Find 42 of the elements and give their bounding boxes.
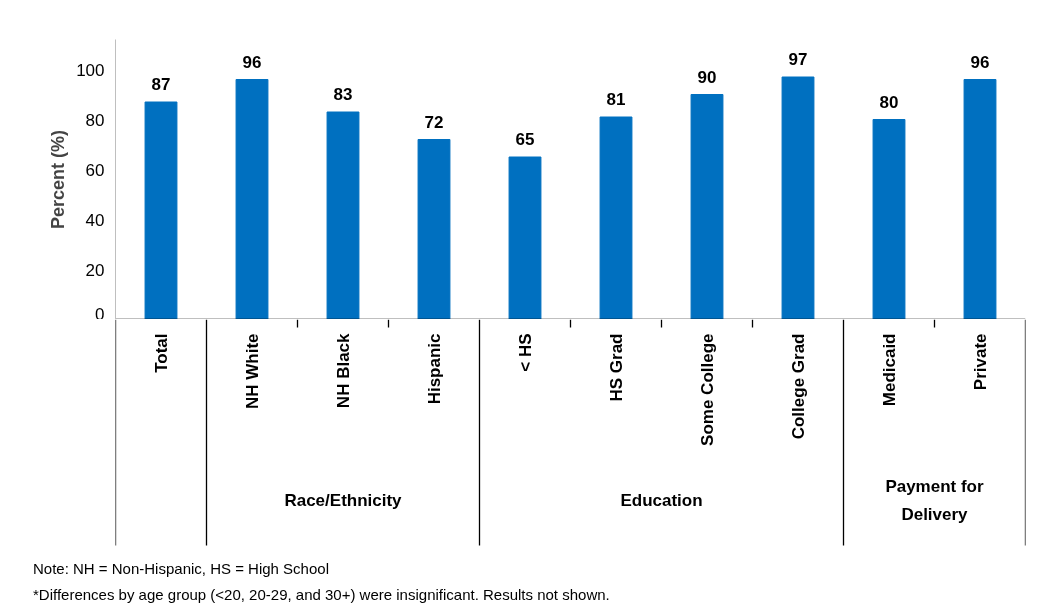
data-label: 97 (788, 50, 808, 69)
x-tick-label: Some College (697, 333, 717, 446)
bar (781, 76, 815, 319)
x-tick-label: Total (151, 333, 171, 373)
data-label: 96 (242, 52, 262, 72)
bar (690, 94, 724, 319)
text: Note: NH = Non-Hispanic, HS = High School (33, 560, 329, 577)
data-label: 80 (879, 92, 899, 112)
bar (326, 111, 360, 319)
x-tick-label: HS Grad (606, 333, 626, 402)
data-label: 90 (697, 67, 717, 87)
y-tick-label: 100 (76, 60, 105, 80)
data-label: 87 (151, 75, 171, 94)
bar (963, 79, 997, 319)
y-tick-label: 80 (85, 110, 105, 130)
bar (872, 119, 906, 319)
x-tick-label: < HS (515, 333, 535, 372)
text: *Differences by age group (<20, 20-29, and 30+) were insignificant. Results not shown. (33, 586, 610, 603)
bar (417, 139, 451, 319)
x-tick-label: NH Black (333, 332, 353, 409)
bar (235, 79, 269, 319)
x-tick-label: NH White (242, 333, 262, 410)
data-label: 83 (333, 85, 353, 104)
bar (144, 101, 178, 319)
x-tick-label: Medicaid (879, 333, 899, 407)
bar (599, 116, 633, 319)
y-tick-label: 40 (85, 210, 105, 230)
data-label: 72 (424, 112, 444, 132)
data-label: 81 (606, 90, 626, 109)
bar (508, 156, 542, 319)
x-tick-label: Private (970, 333, 990, 391)
x-tick-label: Hispanic (424, 333, 444, 405)
y-axis-title: Percent (%) (48, 129, 69, 230)
text: Education (620, 491, 703, 510)
text: Race/Ethnicity (284, 491, 403, 510)
y-tick-label: 60 (85, 160, 105, 180)
x-tick-label: College Grad (788, 333, 808, 440)
data-label: 96 (970, 52, 990, 72)
text: Payment for Delivery (885, 476, 985, 525)
y-tick-label: 0 (95, 304, 105, 324)
y-tick-label: 20 (85, 260, 105, 280)
data-label: 65 (515, 130, 535, 149)
